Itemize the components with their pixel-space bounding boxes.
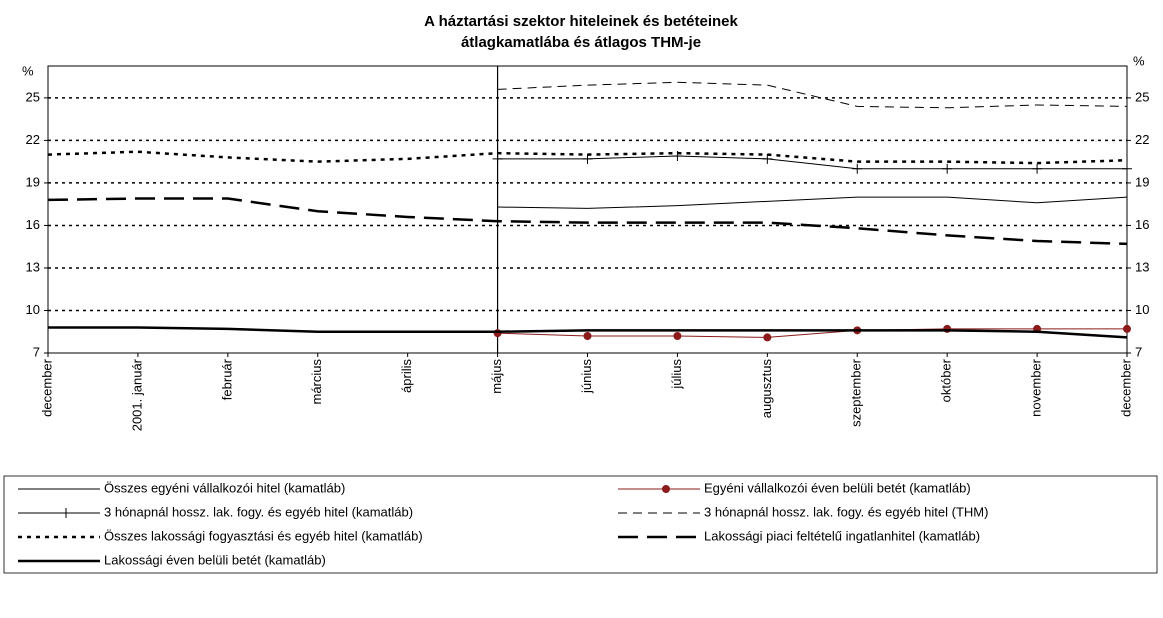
y2-tick-label: 22 <box>1135 132 1149 147</box>
y-tick-label: 7 <box>33 344 40 359</box>
series-line <box>497 328 1127 338</box>
point <box>492 153 503 164</box>
x-tick-label: május <box>489 359 504 394</box>
series-line <box>497 81 1128 109</box>
y-tick-label: 19 <box>26 174 40 189</box>
point <box>583 331 592 340</box>
y2-axis-label: % <box>1133 53 1145 68</box>
y2-tick-label: 19 <box>1135 174 1149 189</box>
legend-label: 3 hónapnál hossz. lak. fogy. és egyéb hi… <box>704 504 988 519</box>
y-axis-label: % <box>22 63 34 78</box>
point <box>672 150 683 161</box>
x-tick-label: december <box>39 358 54 416</box>
x-tick-label: június <box>579 359 594 394</box>
x-tick-label: október <box>939 358 954 402</box>
legend-box <box>3 475 1158 574</box>
y2-tick-label: 7 <box>1135 344 1142 359</box>
legend-label: Lakossági éven belüli betét (kamatláb) <box>104 552 326 567</box>
y2-tick-label: 13 <box>1135 259 1149 274</box>
x-tick-label: február <box>219 358 234 400</box>
legend-label: Összes egyéni vállalkozói hitel (kamatlá… <box>104 480 345 495</box>
y-tick-label: 22 <box>26 132 40 147</box>
point <box>1123 324 1131 333</box>
x-tick-label: március <box>309 359 324 405</box>
series-line <box>48 326 1128 339</box>
y-tick-label: 13 <box>26 259 40 274</box>
y2-tick-label: 16 <box>1135 217 1149 232</box>
point <box>763 333 772 342</box>
chart-subtitle: átlagkamatlába és átlagos THM-je <box>461 34 701 51</box>
x-tick-label: 2001. január <box>129 358 144 431</box>
point <box>1032 163 1043 174</box>
point <box>662 485 670 493</box>
series-line <box>497 196 1128 209</box>
y2-tick-label: 10 <box>1135 302 1149 317</box>
x-tick-label: november <box>1029 358 1044 416</box>
point <box>673 331 682 340</box>
point <box>762 153 773 164</box>
x-tick-label: július <box>669 359 684 390</box>
y-tick-label: 16 <box>26 217 40 232</box>
x-tick-label: április <box>399 359 414 393</box>
y-tick-label: 25 <box>26 89 40 104</box>
point <box>942 163 953 174</box>
legend-label: Egyéni vállalkozói éven belüli betét (ka… <box>704 480 971 495</box>
legend-label: Lakossági piaci feltételű ingatlanhitel … <box>704 528 980 543</box>
series-line <box>497 155 1127 170</box>
chart-title: A háztartási szektor hiteleinek és betét… <box>424 13 738 30</box>
x-tick-label: augusztus <box>759 359 774 419</box>
point <box>852 163 863 174</box>
y2-tick-label: 25 <box>1135 89 1149 104</box>
x-tick-label: szeptember <box>849 358 864 427</box>
y-tick-label: 10 <box>26 302 40 317</box>
legend-label: Összes lakossági fogyasztási és egyéb hi… <box>104 528 423 543</box>
point <box>1122 163 1132 174</box>
series-line <box>47 197 1128 246</box>
point <box>61 508 71 518</box>
series-line <box>47 150 1128 165</box>
legend-label: 3 hónapnál hossz. lak. fogy. és egyéb hi… <box>104 504 413 519</box>
x-tick-label: december <box>1118 358 1133 416</box>
